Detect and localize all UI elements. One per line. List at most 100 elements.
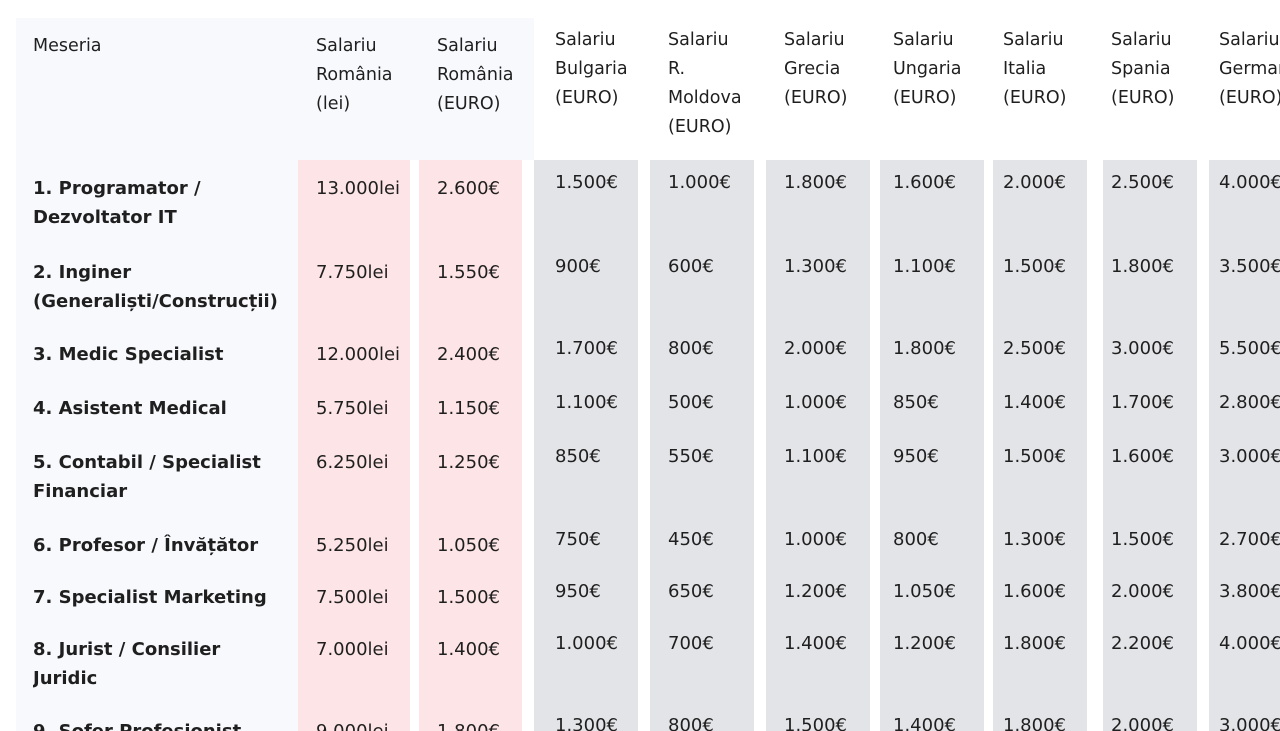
salary-cell: 850€	[893, 392, 939, 413]
salary-cell: 500€	[668, 392, 714, 413]
salary-cell: 2.600€	[437, 178, 500, 199]
salary-cell: 2.200€	[1111, 633, 1174, 654]
job-name: 8. Jurist / Consilier Juridic	[33, 639, 221, 689]
salary-cell: 600€	[668, 256, 714, 277]
salary-cell: 650€	[668, 581, 714, 602]
header-background	[16, 18, 534, 160]
salary-cell: 800€	[893, 529, 939, 550]
salary-cell: 9.000lei	[316, 717, 1280, 731]
salary-cell: 1.200€	[784, 581, 847, 602]
salary-cell: 1.100€	[555, 392, 618, 413]
job-name: 7. Specialist Marketing	[33, 587, 267, 608]
salary-cell: 3.000€	[1111, 338, 1174, 359]
salary-cell: 7.000lei	[316, 639, 389, 660]
column-header: Salariu România (lei)	[316, 36, 393, 114]
salary-cell: 1.200€	[893, 633, 956, 654]
salary-cell: 1.800€	[784, 172, 847, 193]
salary-cell: 1.600€	[1003, 581, 1066, 602]
salary-cell: 1.050€	[893, 581, 956, 602]
salary-cell: 1.250€	[437, 452, 500, 473]
salary-cell: 2.800€	[1219, 392, 1280, 413]
column-background	[1209, 160, 1280, 731]
salary-cell: 700€	[668, 633, 714, 654]
salary-cell: 1.500€	[1111, 529, 1174, 550]
column-header: Salariu Grecia (EURO)	[784, 30, 848, 108]
salary-cell: 1.700€	[1111, 392, 1174, 413]
salary-cell: 1.300€	[555, 715, 618, 731]
salary-cell: 1.400€	[893, 715, 956, 731]
salary-cell: 1.050€	[437, 535, 500, 556]
salary-cell: 3.500€	[1219, 256, 1280, 277]
salary-cell: 7.500lei	[316, 587, 389, 608]
salary-cell: 1.000€	[784, 392, 847, 413]
salary-cell: 1.300€	[1003, 529, 1066, 550]
salary-cell: 2.500€	[1003, 338, 1066, 359]
salary-cell: 1.500€	[784, 715, 847, 731]
salary-cell: 1.700€	[555, 338, 618, 359]
salary-cell: 2.000€	[1003, 172, 1066, 193]
salary-cell: 1.600€	[893, 172, 956, 193]
salary-cell: 2.400€	[437, 344, 500, 365]
salary-cell: 750€	[555, 529, 601, 550]
column-background	[766, 160, 870, 731]
salary-cell: 5.250lei	[316, 535, 389, 556]
salary-cell: 2.000€	[1111, 715, 1174, 731]
salary-cell: 550€	[668, 446, 714, 467]
column-header: Salariu Italia (EURO)	[1003, 30, 1067, 108]
job-name: 1. Programator / Dezvoltator IT	[33, 178, 201, 228]
salary-cell: 1.150€	[437, 398, 500, 419]
job-name: 4. Asistent Medical	[33, 398, 227, 419]
salary-cell: 1.400€	[1003, 392, 1066, 413]
salary-cell: 13.000lei	[316, 178, 401, 199]
salary-cell: 2.700€	[1219, 529, 1280, 550]
salary-cell: 950€	[893, 446, 939, 467]
salary-cell: 1.800€	[1003, 715, 1066, 731]
salary-cell: 3.800€	[1219, 581, 1280, 602]
job-name: 9. Șofer Profesionist	[33, 717, 298, 731]
salary-cell: 5.500€	[1219, 338, 1280, 359]
job-name: 6. Profesor / Învățător	[33, 535, 259, 556]
salary-cell: 1.100€	[784, 446, 847, 467]
salary-cell: 2.000€	[1111, 581, 1174, 602]
salary-cell: 1.800€	[1111, 256, 1174, 277]
salary-cell: 3.000€	[1219, 446, 1280, 467]
salary-cell: 1.300€	[784, 256, 847, 277]
column-header: Salariu R. Moldova (EURO)	[668, 30, 742, 137]
first-column-background	[16, 160, 298, 731]
salary-cell: 450€	[668, 529, 714, 550]
salary-cell: 1.100€	[893, 256, 956, 277]
salary-cell: 1.800€	[1003, 633, 1066, 654]
salary-cell: 950€	[555, 581, 601, 602]
salary-cell: 1.000€	[668, 172, 731, 193]
salary-cell: 800€	[668, 338, 714, 359]
salary-cell: 2.500€	[1111, 172, 1174, 193]
salary-cell: 6.250lei	[316, 452, 389, 473]
job-name: 5. Contabil / Specialist Financiar	[33, 452, 261, 502]
salary-cell: 900€	[555, 256, 601, 277]
column-header: Meseria	[33, 36, 102, 56]
salary-cell: 1.400€	[437, 639, 500, 660]
salary-cell: 1.550€	[437, 262, 500, 283]
salary-cell: 1.000€	[555, 633, 618, 654]
salary-cell: 1.500€	[437, 587, 500, 608]
column-background	[880, 160, 984, 731]
job-name: 3. Medic Specialist	[33, 344, 224, 365]
salary-cell: 1.600€	[1111, 446, 1174, 467]
column-background	[1103, 160, 1197, 731]
salary-cell: 800€	[668, 715, 714, 731]
salary-cell: 1.500€	[1003, 256, 1066, 277]
column-background	[298, 160, 410, 731]
salary-cell: 12.000lei	[316, 344, 401, 365]
job-name: 2. Inginer (Generaliști/Construcții)	[33, 262, 278, 312]
column-background	[650, 160, 754, 731]
column-background	[534, 160, 638, 731]
salary-cell: 1.800€	[437, 717, 1280, 731]
column-header: Salariu România (EURO)	[437, 36, 514, 114]
column-header: Salariu Spania (EURO)	[1111, 30, 1175, 108]
salary-cell: 850€	[555, 446, 601, 467]
salary-cell: 2.000€	[784, 338, 847, 359]
salary-cell: 5.750lei	[316, 398, 389, 419]
salary-cell: 4.000€	[1219, 633, 1280, 654]
column-header: Salariu Ungaria (EURO)	[893, 30, 962, 108]
